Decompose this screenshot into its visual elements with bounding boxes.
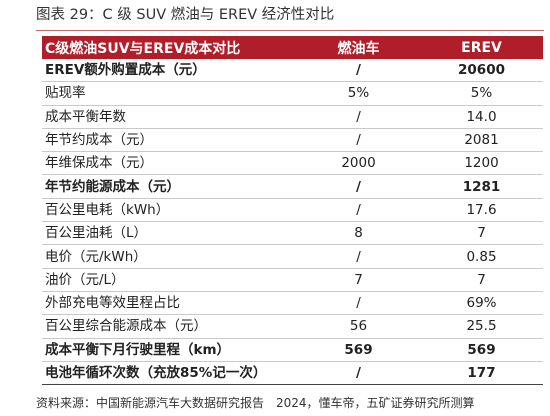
row-label: 百公里油耗（L） (42, 221, 297, 246)
row-label: 成本平衡年数 (42, 105, 297, 129)
table-row: 成本平衡年数/14.0 (42, 105, 543, 129)
row-label: 成本平衡下月行驶里程（km） (42, 338, 297, 362)
row-label: 年节约能源成本（元） (42, 174, 297, 199)
table-row: 贴现率 5% 5% (42, 81, 543, 106)
erev-value: 569 (420, 338, 543, 362)
table-row: 年节约成本（元）/2081 (42, 128, 543, 153)
row-label: 油价（元/L） (42, 268, 297, 292)
erev-value: 14.0 (420, 105, 543, 129)
erev-value: 0.85 (420, 244, 543, 269)
fuel-value: / (297, 291, 420, 316)
row-label: 年节约成本（元） (42, 128, 297, 153)
table-row: 百公里油耗（L） 8 7 (42, 221, 543, 246)
source-text: 资料来源：中国新能源汽车大数据研究报告 (36, 396, 265, 410)
row-label: EREV额外购置成本（元） (42, 59, 297, 83)
row-label: 外部充电等效里程占比 (42, 291, 297, 316)
source-detail: 2024，懂车帝，五矿证券研究所测算 (276, 396, 475, 410)
fuel-value: 8 (297, 221, 420, 246)
table-header-row: C级燃油SUV与EREV成本对比 燃油车 EREV (42, 36, 543, 59)
header-erev: EREV (420, 36, 543, 59)
row-label: 电池年循环次数（充放85%记一次） (42, 361, 297, 386)
erev-value: 17.6 (420, 198, 543, 223)
table-row: 成本平衡下月行驶里程（km） 569 569 (42, 338, 543, 362)
row-label: 贴现率 (42, 81, 297, 106)
table-row: 电池年循环次数（充放85%记一次）/177 (42, 361, 543, 386)
erev-value: 7 (420, 221, 543, 246)
source-note: 资料来源：中国新能源汽车大数据研究报告 2024，懂车帝，五矿证券研究所测算 (36, 394, 475, 412)
row-label: 百公里电耗（kWh） (42, 198, 297, 223)
fuel-value: 5% (297, 81, 420, 106)
title-divider (36, 30, 544, 31)
table-row: EREV额外购置成本（元）/20600 (42, 59, 543, 83)
row-label: 电价（元/kWh） (42, 244, 297, 269)
fuel-value: / (297, 128, 420, 153)
table-row: 油价（元/L） 7 7 (42, 268, 543, 292)
comparison-table: C级燃油SUV与EREV成本对比 燃油车 EREV EREV额外购置成本（元） /… (42, 36, 543, 386)
fuel-value: / (297, 198, 420, 223)
fuel-value: 56 (297, 314, 420, 339)
row-label: 年维保成本（元） (42, 151, 297, 176)
erev-value: 20600 (420, 59, 543, 83)
erev-value: 1281 (420, 174, 543, 199)
table-row: 百公里电耗（kWh）/17.6 (42, 198, 543, 223)
fuel-value: 2000 (297, 151, 420, 176)
table-row: 百公里综合能源成本（元） 56 25.5 (42, 314, 543, 339)
table-row: 年维保成本（元） 2000 1200 (42, 151, 543, 176)
erev-value: 2081 (420, 128, 543, 153)
header-fuel: 燃油车 (297, 36, 420, 59)
fuel-value: 569 (297, 338, 420, 362)
table-row: 电价（元/kWh）/0.85 (42, 244, 543, 269)
figure-title: 图表 29：C 级 SUV 燃油与 EREV 经济性对比 (36, 7, 335, 23)
fuel-value: / (297, 59, 420, 83)
fuel-value: 7 (297, 268, 420, 292)
fuel-value: / (297, 174, 420, 199)
fuel-value: / (297, 244, 420, 269)
header-item: C级燃油SUV与EREV成本对比 (42, 36, 297, 59)
erev-value: 1200 (420, 151, 543, 176)
table-row: 年节约能源成本（元）/1281 (42, 174, 543, 199)
erev-value: 177 (420, 361, 543, 386)
row-label: 百公里综合能源成本（元） (42, 314, 297, 339)
erev-value: 69% (420, 291, 543, 316)
erev-value: 25.5 (420, 314, 543, 339)
fuel-value: / (297, 105, 420, 129)
erev-value: 7 (420, 268, 543, 292)
erev-value: 5% (420, 81, 543, 106)
table-row: 外部充电等效里程占比/69% (42, 291, 543, 316)
fuel-value: / (297, 361, 420, 386)
